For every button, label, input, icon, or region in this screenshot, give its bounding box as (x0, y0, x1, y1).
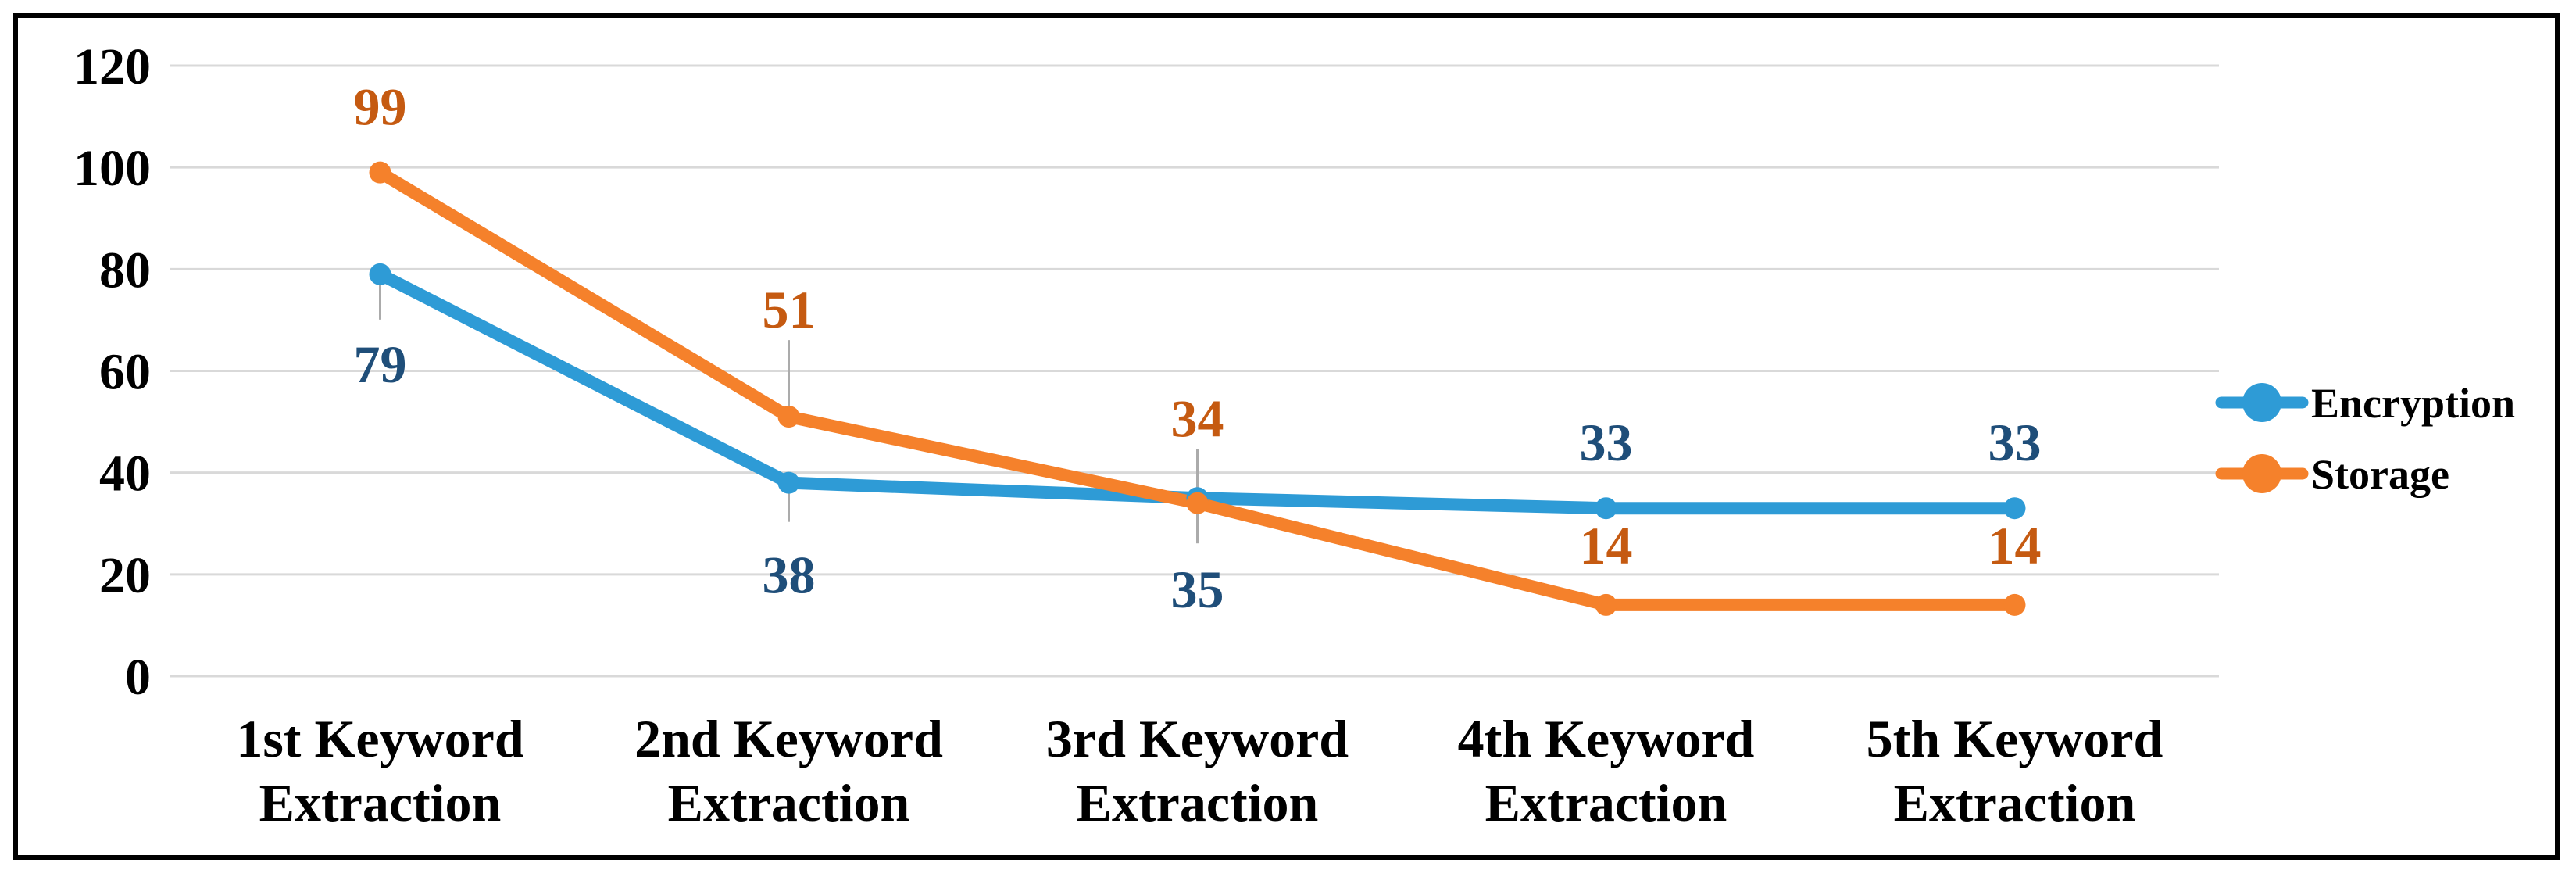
y-axis-tick-label-120: 120 (73, 38, 151, 95)
y-axis-tick-label-20: 20 (99, 547, 151, 604)
legend-marker-encryption (2242, 383, 2281, 422)
series-marker-encryption-1 (369, 263, 391, 285)
x-axis-label-line2-cat3: Extraction (1077, 773, 1319, 832)
y-axis-tick-label-80: 80 (99, 242, 151, 299)
series-marker-encryption-2 (777, 471, 800, 494)
series-marker-storage-1 (369, 161, 391, 184)
x-axis-label-line2-cat1: Extraction (259, 773, 502, 832)
data-label-storage-5: 14 (1988, 516, 2042, 575)
legend-label-storage: Storage (2311, 451, 2449, 498)
y-axis-tick-label-0: 0 (125, 649, 151, 706)
data-label-encryption-2: 38 (763, 546, 816, 605)
data-label-encryption-4: 33 (1580, 413, 1633, 472)
legend-marker-storage (2242, 454, 2281, 493)
series-marker-encryption-5 (2003, 497, 2026, 520)
x-axis-label-line1-cat2: 2nd Keyword (634, 709, 943, 768)
x-axis-label-line1-cat4: 4th Keyword (1458, 709, 1755, 768)
legend-label-encryption: Encryption (2311, 380, 2515, 427)
x-axis-label-line1-cat5: 5th Keyword (1867, 709, 2163, 768)
data-label-encryption-5: 33 (1988, 413, 2042, 472)
x-axis-label-line1-cat1: 1st Keyword (236, 709, 523, 768)
series-marker-storage-3 (1186, 492, 1209, 514)
series-marker-storage-4 (1595, 593, 1617, 616)
data-label-storage-3: 34 (1171, 389, 1224, 449)
data-label-storage-2: 51 (763, 280, 816, 339)
data-label-storage-4: 14 (1580, 516, 1633, 575)
x-axis-label-line2-cat2: Extraction (668, 773, 910, 832)
data-label-storage-1: 99 (354, 77, 407, 137)
x-axis-label-line2-cat5: Extraction (1894, 773, 2136, 832)
chart-outer-border (13, 13, 2560, 860)
x-axis-label-line1-cat3: 3rd Keyword (1046, 709, 1349, 768)
x-axis-label-line2-cat4: Extraction (1485, 773, 1727, 832)
series-marker-encryption-4 (1595, 497, 1617, 520)
y-axis-tick-label-40: 40 (99, 446, 151, 503)
series-marker-storage-5 (2003, 593, 2026, 616)
series-marker-storage-2 (777, 406, 800, 428)
data-label-encryption-1: 79 (354, 335, 407, 394)
data-label-encryption-3: 35 (1171, 560, 1224, 619)
y-axis-tick-label-100: 100 (73, 140, 151, 197)
y-axis-tick-label-60: 60 (99, 344, 151, 401)
